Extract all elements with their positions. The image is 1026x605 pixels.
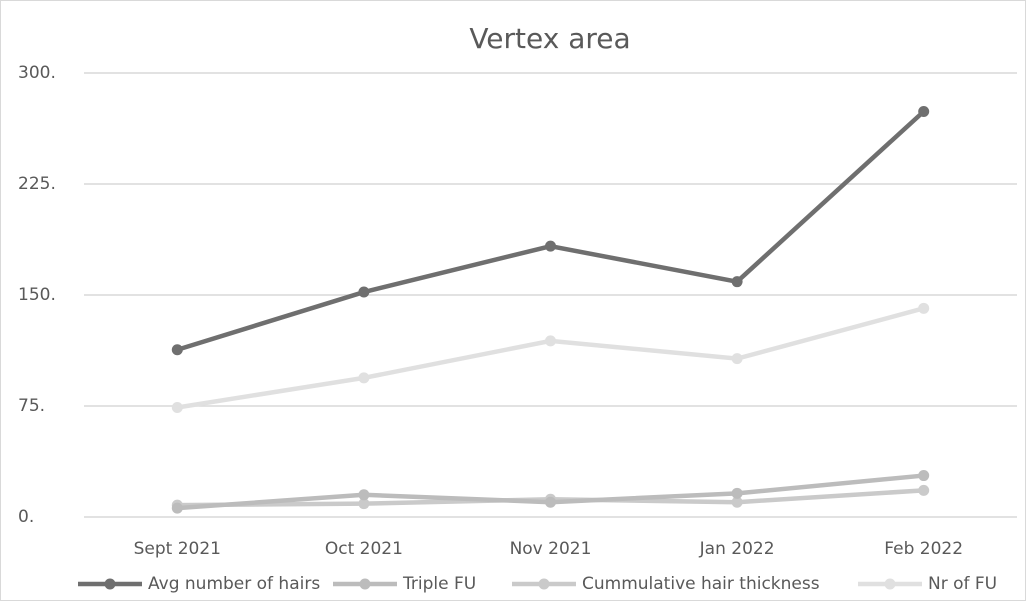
legend-marker [538, 578, 550, 590]
x-tick-label: Nov 2021 [510, 539, 592, 559]
point [918, 470, 930, 482]
point [918, 484, 930, 496]
y-tick-label: 75. [18, 396, 45, 416]
legend-marker [884, 578, 896, 590]
x-tick-label: Sept 2021 [134, 539, 221, 559]
point [731, 353, 743, 365]
point [545, 335, 556, 347]
x-tick-label: Oct 2021 [325, 539, 403, 559]
legend-label: Cummulative hair thickness [582, 574, 820, 594]
point [171, 401, 183, 413]
point [918, 302, 930, 314]
legend-label: Triple FU [402, 574, 476, 594]
x-tick-label: Feb 2022 [884, 539, 963, 559]
point [918, 105, 930, 117]
y-tick-label: 300. [18, 63, 56, 83]
chart-title: Vertex area [469, 22, 630, 55]
legend-marker [359, 578, 371, 590]
point [358, 498, 370, 510]
y-tick-label: 150. [18, 285, 56, 305]
point [358, 286, 370, 298]
legend-marker [104, 578, 116, 590]
point [358, 372, 370, 384]
point [731, 487, 743, 499]
legend-label: Avg number of hairs [148, 574, 320, 594]
y-tick-label: 0. [18, 507, 34, 527]
x-tick-label: Jan 2022 [699, 539, 775, 559]
point [545, 240, 556, 252]
point [171, 502, 183, 514]
point [171, 344, 183, 356]
point [731, 276, 743, 288]
point [731, 496, 743, 508]
point [545, 496, 556, 508]
legend-label: Nr of FU [928, 574, 997, 594]
point [358, 489, 370, 501]
y-tick-label: 225. [18, 174, 56, 194]
